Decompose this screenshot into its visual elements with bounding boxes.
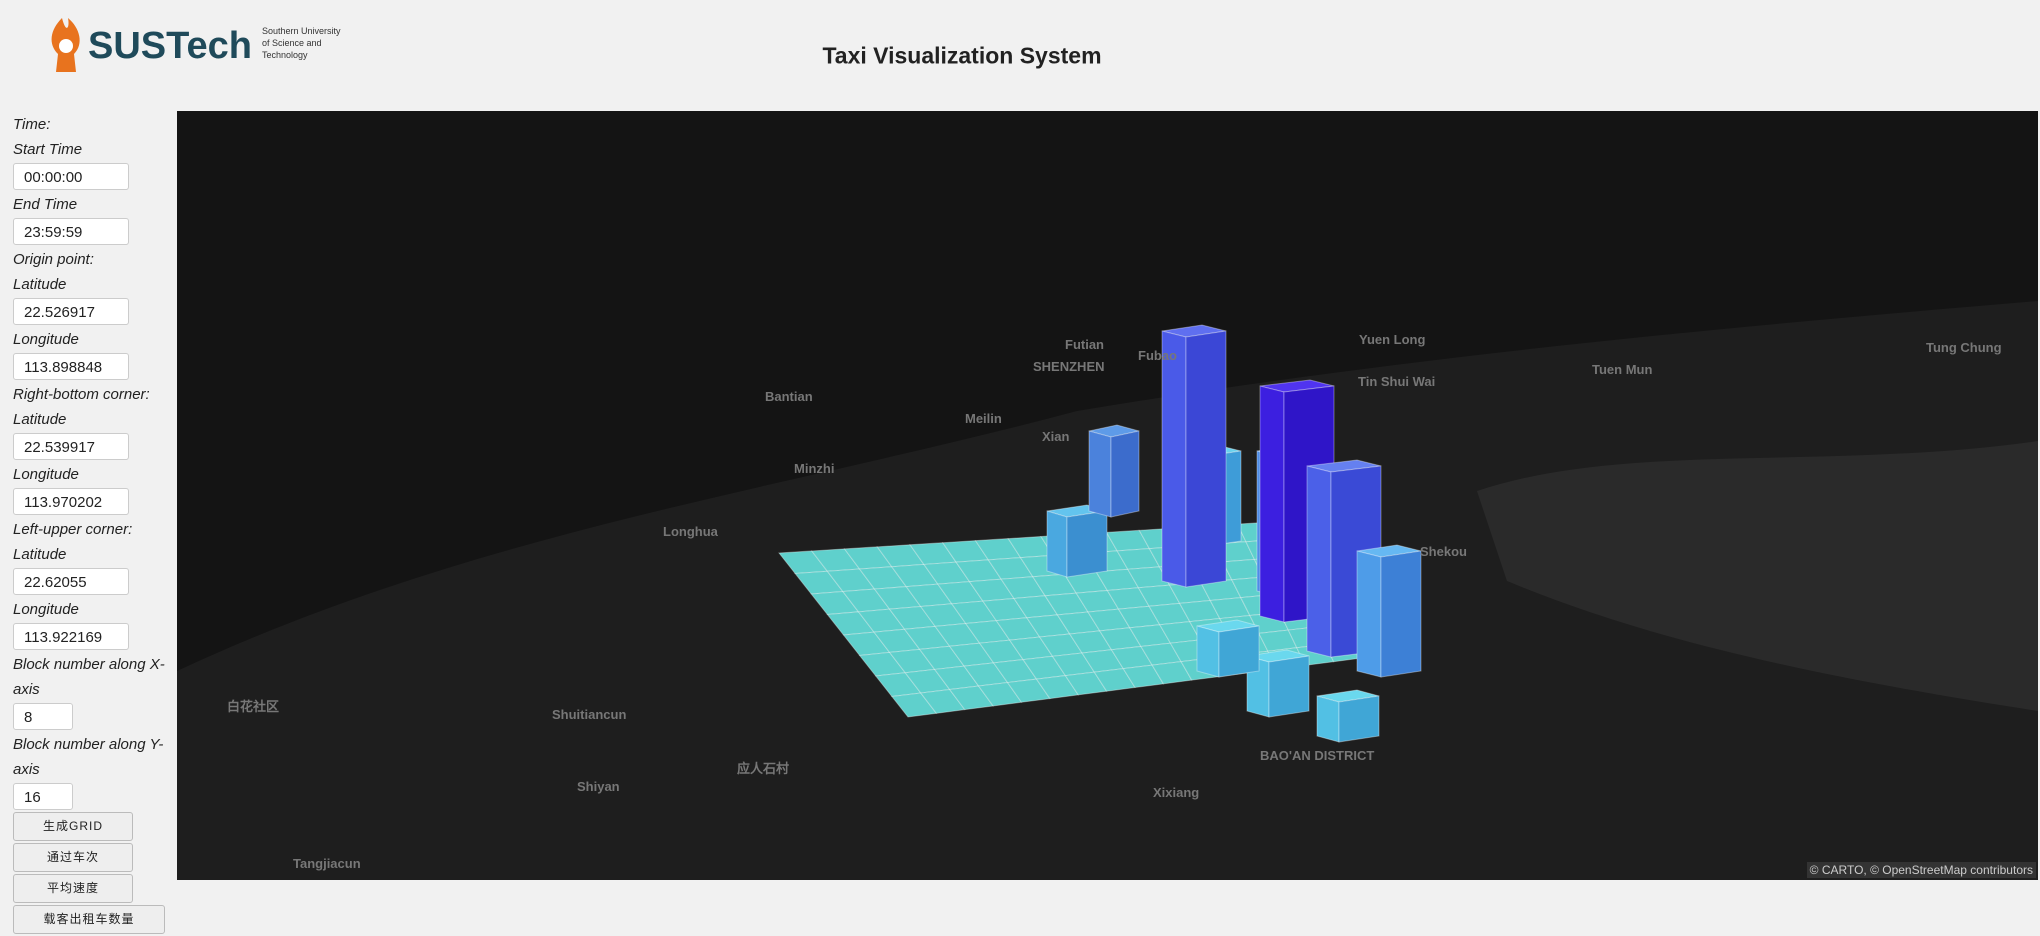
- field-label: Left-upper corner:: [13, 521, 133, 538]
- map-label: Fubao: [1138, 348, 1177, 363]
- grid-block: [1268, 655, 1310, 718]
- map-label: Xixiang: [1153, 785, 1199, 800]
- button[interactable]: 通过车次: [13, 843, 133, 872]
- map-label: Tangjiacun: [293, 856, 361, 871]
- field-label: Right-bottom corner:: [13, 386, 150, 403]
- map-label: Tin Shui Wai: [1358, 374, 1435, 389]
- map-label: SHENZHEN: [1033, 359, 1105, 374]
- grid-block: [1316, 695, 1340, 743]
- grid-block: [1161, 330, 1187, 588]
- grid-block: [1259, 385, 1285, 623]
- text-input[interactable]: 113.970202: [13, 488, 129, 515]
- grid-block: [1338, 695, 1380, 743]
- field-label: Latitude: [13, 276, 67, 293]
- map-label: BAO'AN DISTRICT: [1260, 748, 1374, 763]
- map-canvas: SHENZHEN Futian Fubao Bantian Meilin Minzhi Lo…: [177, 301, 2038, 880]
- grid-block: [1196, 625, 1220, 678]
- text-input[interactable]: 16: [13, 783, 73, 810]
- logo: SUSTech Southern University of Science a…: [51, 18, 341, 72]
- sidebar: Time: Start Time 00:00:00 End Time 23:59:59 O…: [13, 112, 165, 936]
- text-input[interactable]: 22.539917: [13, 433, 129, 460]
- map-label: Bantian: [765, 389, 813, 404]
- field-label: Start Time: [13, 141, 83, 158]
- text-input[interactable]: 22.62055: [13, 568, 129, 595]
- map-label: 应人石村: [737, 761, 789, 776]
- map-label: Futian: [1065, 337, 1104, 352]
- field-label: Origin point:: [13, 251, 94, 268]
- grid-block: [1110, 430, 1140, 518]
- map-label: Shiyan: [577, 779, 620, 794]
- attribution: © CARTO, © OpenStreetMap contributors: [1806, 862, 2036, 878]
- header: SUSTech Southern University of Science a…: [0, 0, 2040, 111]
- button[interactable]: 平均速度: [13, 874, 133, 903]
- grid-block: [1046, 510, 1068, 578]
- button[interactable]: 载客出租车数量: [13, 905, 165, 934]
- field-label: Latitude: [13, 411, 67, 428]
- text-input[interactable]: 113.922169: [13, 623, 129, 650]
- logo-sub: of Science and: [262, 38, 322, 48]
- map-label: Tung Chung: [1926, 340, 2002, 355]
- text-input[interactable]: 113.898848: [13, 353, 129, 380]
- logo-sub: Southern University: [262, 26, 341, 36]
- map-label: 白花社区: [227, 699, 279, 714]
- grid-block: [1088, 430, 1112, 518]
- logo-name: SUSTech: [88, 25, 252, 67]
- text-input[interactable]: 00:00:00: [13, 163, 129, 190]
- logo-sub: Technology: [262, 50, 308, 60]
- button[interactable]: 生成GRID: [13, 812, 133, 841]
- map-label: Tuen Mun: [1592, 362, 1652, 377]
- page-title: Taxi Visualization System: [822, 42, 1102, 69]
- map-label: Meilin: [965, 411, 1002, 426]
- map-label: Xian: [1042, 429, 1070, 444]
- text-input[interactable]: 23:59:59: [13, 218, 129, 245]
- grid-block: [1185, 330, 1227, 588]
- field-label: Time:: [13, 116, 51, 133]
- map-label: Longhua: [663, 524, 719, 539]
- grid-block: [1380, 550, 1422, 678]
- grid-block: [1356, 550, 1382, 678]
- field-label: Block number along X-axis: [13, 656, 165, 698]
- map-label: Minzhi: [794, 461, 834, 476]
- field-label: Longitude: [13, 331, 79, 348]
- grid-block: [1066, 510, 1108, 578]
- grid-block: [1306, 465, 1332, 658]
- grid-block: [1218, 625, 1260, 678]
- field-label: Longitude: [13, 601, 79, 618]
- field-label: Longitude: [13, 466, 79, 483]
- field-label: Block number along Y-axis: [13, 736, 164, 778]
- map-label: Shekou: [1420, 544, 1467, 559]
- map: SHENZHEN Futian Fubao Bantian Meilin Minzhi Lo…: [177, 111, 2038, 880]
- map-label: Yuen Long: [1359, 332, 1426, 347]
- text-input[interactable]: 22.526917: [13, 298, 129, 325]
- field-label: Latitude: [13, 546, 67, 563]
- map-label: Shuitiancun: [552, 707, 626, 722]
- text-input[interactable]: 8: [13, 703, 73, 730]
- field-label: End Time: [13, 196, 78, 213]
